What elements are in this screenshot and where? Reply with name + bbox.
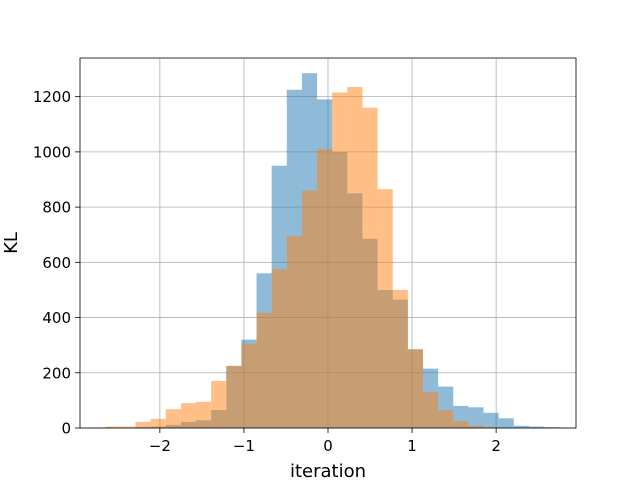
histogram-bar	[332, 92, 348, 428]
histogram-bar	[180, 403, 197, 428]
y-tick-label: 200	[42, 364, 71, 382]
histogram-bar	[317, 149, 333, 429]
y-tick-label: 800	[42, 199, 71, 217]
histogram-bar	[150, 418, 166, 428]
y-tick-label: 0	[61, 420, 71, 438]
histogram-bar	[286, 236, 302, 428]
x-tick-label: −1	[233, 437, 255, 455]
histogram-bar	[468, 407, 484, 428]
histogram-bar	[211, 381, 227, 428]
histogram-bar	[196, 401, 212, 428]
histogram-bar	[483, 427, 499, 428]
series-2-bars	[105, 86, 499, 429]
histogram-bar	[256, 312, 272, 428]
histogram-bar	[120, 426, 136, 428]
histogram-bar	[347, 86, 363, 428]
x-axis-label: iteration	[290, 461, 366, 480]
y-axis-label: KL	[1, 232, 22, 254]
histogram-bar	[392, 289, 408, 428]
x-tick-label: 0	[323, 437, 333, 455]
histogram-bar	[377, 189, 393, 428]
x-tick-label: 2	[491, 437, 501, 455]
x-tick-label: −2	[149, 437, 171, 455]
histogram-bar	[135, 421, 151, 428]
histogram-bar	[468, 425, 484, 428]
histogram-bar	[498, 418, 514, 428]
histogram-bar	[226, 365, 242, 428]
histogram-bar	[544, 427, 560, 428]
histogram-bar	[362, 107, 378, 429]
histogram-bar	[165, 409, 181, 428]
histogram-bar	[483, 412, 499, 428]
histogram-bar	[105, 426, 121, 428]
ticks-layer: −2 −1 0 1 2 0 200 400 600 800 1000 1200	[33, 88, 501, 455]
y-tick-label: 1200	[33, 88, 71, 106]
y-tick-label: 600	[42, 254, 71, 272]
histogram-bar	[513, 425, 529, 428]
histogram-bar	[407, 349, 423, 428]
histogram-bar	[528, 426, 545, 428]
histogram-bar	[271, 269, 287, 428]
histogram-bar	[438, 410, 454, 428]
y-tick-label: 1000	[33, 143, 71, 161]
histogram-bar	[301, 190, 318, 428]
histogram-bar	[422, 392, 439, 428]
bars-layer	[105, 73, 560, 429]
histogram-bar	[453, 421, 469, 428]
x-tick-label: 1	[407, 437, 417, 455]
histogram-bar	[241, 343, 257, 428]
y-tick-label: 400	[42, 309, 71, 327]
